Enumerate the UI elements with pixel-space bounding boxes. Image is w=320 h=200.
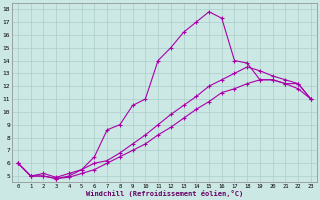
X-axis label: Windchill (Refroidissement éolien,°C): Windchill (Refroidissement éolien,°C) [86, 190, 243, 197]
